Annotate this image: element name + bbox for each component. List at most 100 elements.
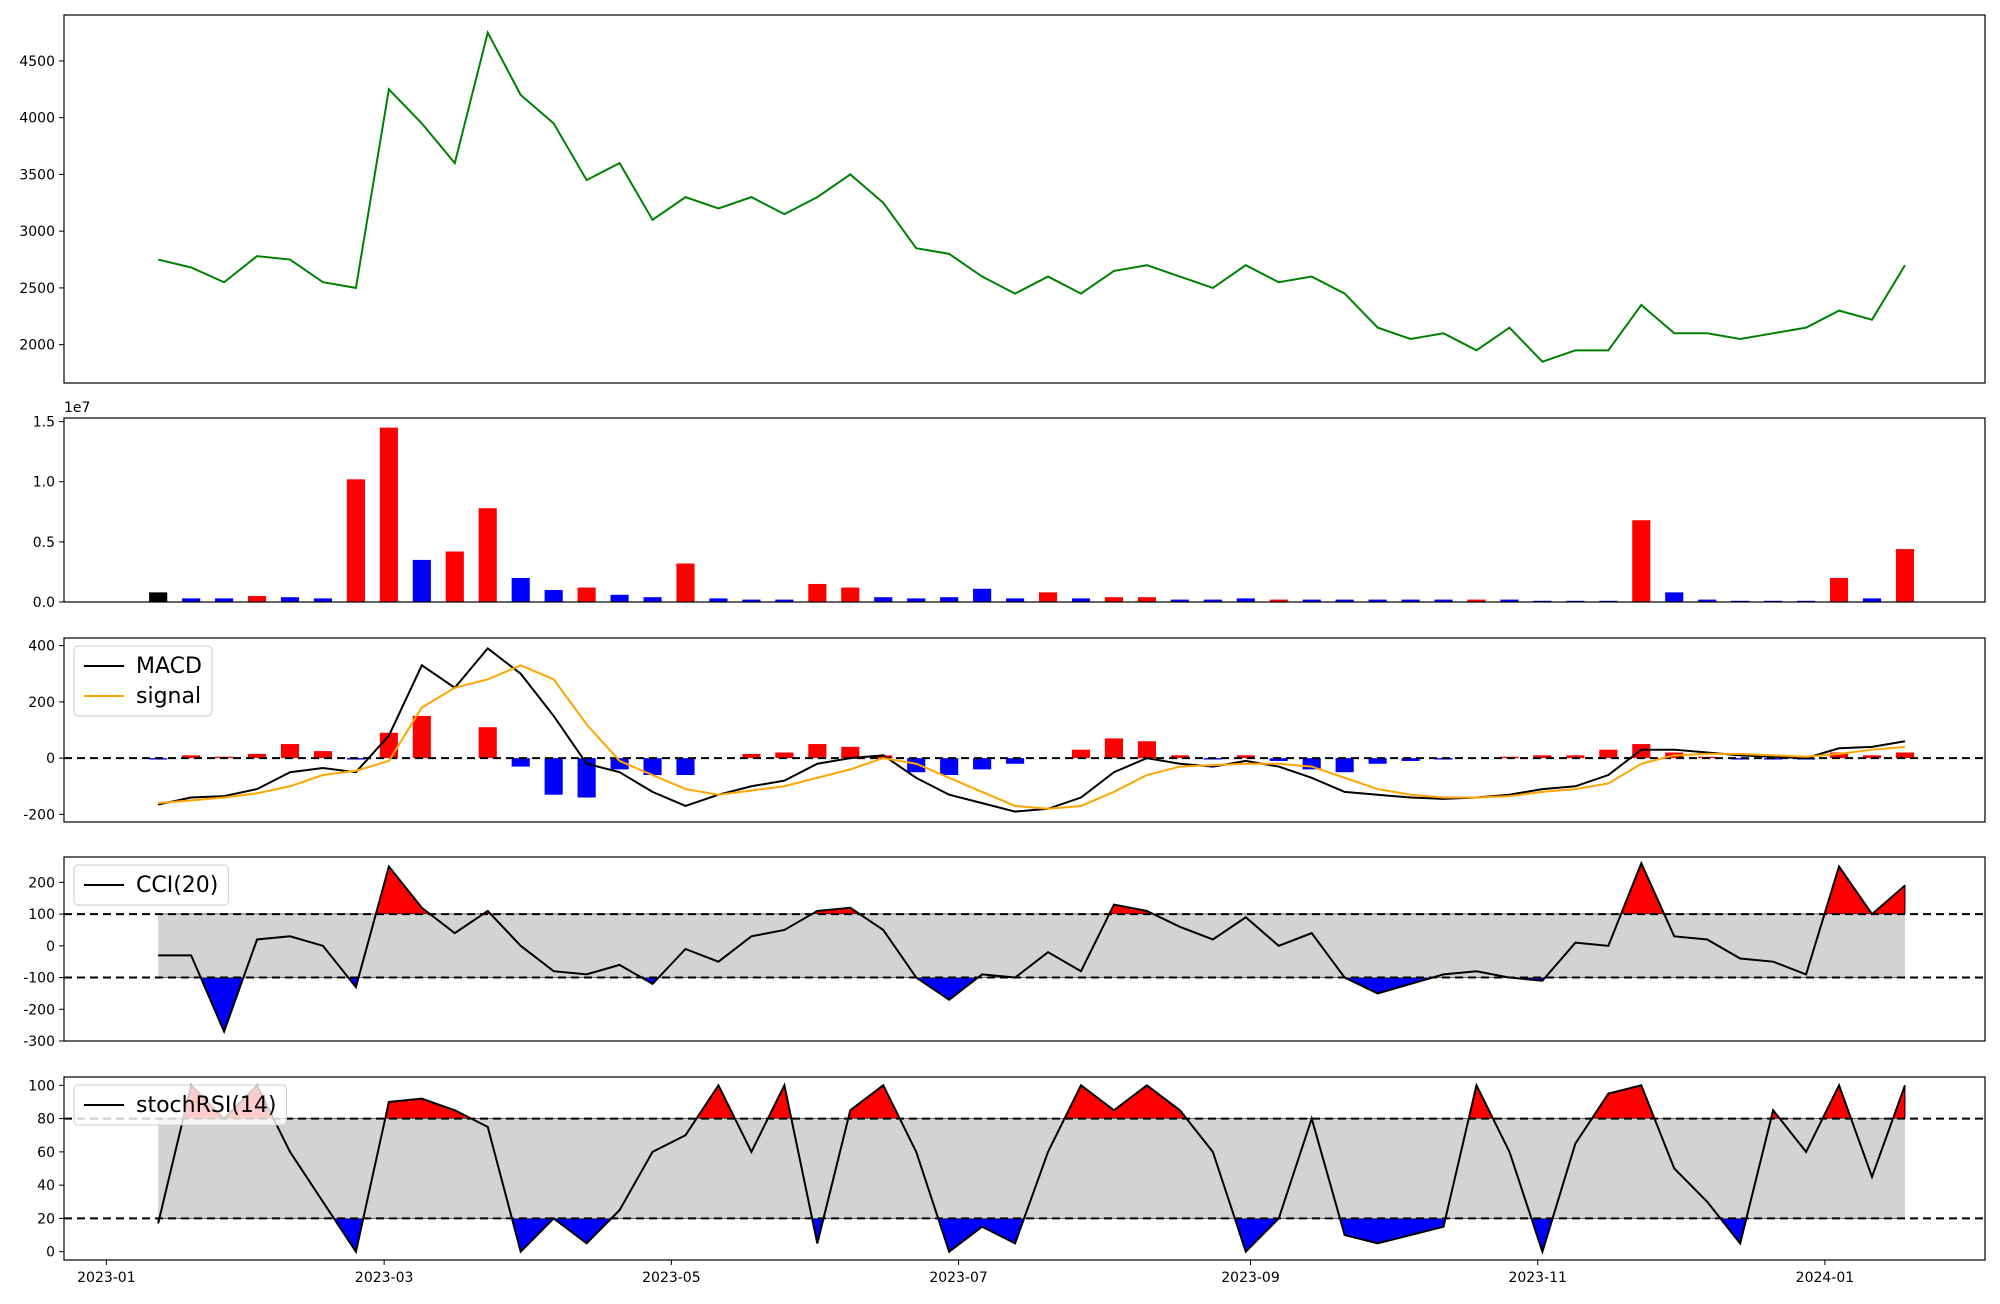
legend-label: stochRSI(14) [136, 1093, 277, 1118]
panel: 0 20 40 60 80 100 2023-01 2023-03 2023-05 2023-07… [28, 1076, 1986, 1286]
bar [1862, 598, 1882, 602]
histogram-bar [1401, 758, 1420, 761]
bar [709, 598, 728, 602]
lower-fill [157, 1218, 1906, 1254]
plot-area [157, 29, 1906, 363]
y-tick-label: 0.5 [33, 535, 55, 551]
bar [412, 559, 431, 602]
y-tick-label: 0.0 [33, 595, 55, 611]
x-tick-label: 2023-09 [1221, 1270, 1280, 1286]
histogram-bar [280, 744, 300, 759]
y-tick-label: 4000 [19, 111, 55, 127]
histogram-bar [1137, 741, 1156, 759]
plot-area [64, 860, 1985, 1035]
bar [346, 479, 365, 602]
y-tick-label: 1.0 [33, 475, 55, 491]
legend-box [73, 1084, 287, 1126]
y-tick-label: -200 [23, 1002, 55, 1018]
bar [940, 597, 959, 602]
histogram-bar [643, 758, 662, 776]
y-tick-label: 2000 [19, 338, 55, 354]
histogram-bar [182, 755, 201, 759]
bar [973, 588, 992, 602]
histogram-bar [742, 753, 761, 759]
bar [1335, 599, 1354, 602]
bar [1269, 599, 1288, 602]
x-tick-label: 2023-05 [642, 1270, 701, 1286]
y-tick-label: 200 [28, 695, 55, 711]
bar [1302, 599, 1321, 602]
histogram-bar [1302, 758, 1321, 770]
y-tick-label: 60 [37, 1145, 55, 1161]
y-tick-label: 3000 [19, 224, 55, 240]
histogram-bar [1599, 749, 1618, 759]
histogram-bar [1632, 744, 1651, 759]
panel: 0.0 0.5 1.0 1.5 1e7 [33, 400, 1986, 611]
x-tick-label: 2023-03 [355, 1270, 414, 1286]
bar [1401, 599, 1420, 602]
axes-frame [63, 417, 1986, 603]
legend-label: CCI(20) [136, 873, 218, 898]
bar [577, 587, 596, 602]
axes-frame [63, 637, 1986, 823]
y-tick-label: 100 [28, 907, 55, 923]
histogram-bar [544, 758, 563, 795]
bar [841, 587, 860, 602]
axes-frame [63, 14, 1986, 384]
bar [874, 597, 893, 602]
histogram-bar [808, 744, 827, 759]
bar [1599, 600, 1618, 602]
bar [1137, 597, 1156, 602]
bar [1566, 600, 1585, 602]
bar [1368, 599, 1387, 602]
bar [1104, 597, 1124, 602]
x-tick-label: 2024-01 [1796, 1270, 1855, 1286]
histogram-bar [1829, 752, 1849, 759]
histogram-bar [973, 758, 992, 770]
bar [445, 551, 464, 602]
histogram-bar [1731, 758, 1750, 760]
bar [1797, 600, 1816, 602]
histogram-bar [940, 758, 959, 776]
axes-frame [63, 856, 1986, 1042]
y-tick-label: 400 [28, 639, 55, 655]
histogram-bar [511, 758, 530, 767]
histogram-bar [1862, 755, 1882, 759]
histogram-bar [577, 758, 596, 798]
bar [1632, 520, 1651, 602]
bar [742, 599, 761, 602]
bar [1895, 549, 1915, 602]
y-tick-label: 1.5 [33, 415, 55, 431]
band [158, 1118, 1905, 1219]
plot-area [64, 1082, 1985, 1255]
histogram-bar [1368, 758, 1387, 764]
bar [1203, 599, 1222, 602]
histogram-bar [610, 758, 629, 770]
y-tick-label: 4500 [19, 54, 55, 70]
histogram-bar [1006, 758, 1025, 764]
y-tick-label: -100 [23, 971, 55, 987]
histogram-bar [1566, 755, 1585, 759]
legend-box [73, 645, 213, 717]
bar [676, 563, 695, 602]
bar [1533, 600, 1552, 602]
histogram-bar [907, 758, 926, 773]
histogram-bar [313, 751, 333, 759]
bar [379, 427, 398, 602]
bar [280, 597, 300, 602]
histogram-bar [874, 755, 893, 759]
x-tick-label: 2023-07 [929, 1270, 988, 1286]
plot-area [149, 427, 1915, 602]
legend-box [73, 864, 229, 906]
y-tick-label: 40 [37, 1178, 55, 1194]
histogram-bar [1236, 755, 1255, 759]
bar [1006, 598, 1025, 602]
y-tick-label: 80 [37, 1112, 55, 1128]
bar [149, 592, 168, 602]
x-tick-label: 2023-11 [1508, 1270, 1567, 1286]
bar [1467, 599, 1486, 602]
line [158, 860, 1906, 1035]
y-tick-label: 100 [28, 1078, 55, 1094]
